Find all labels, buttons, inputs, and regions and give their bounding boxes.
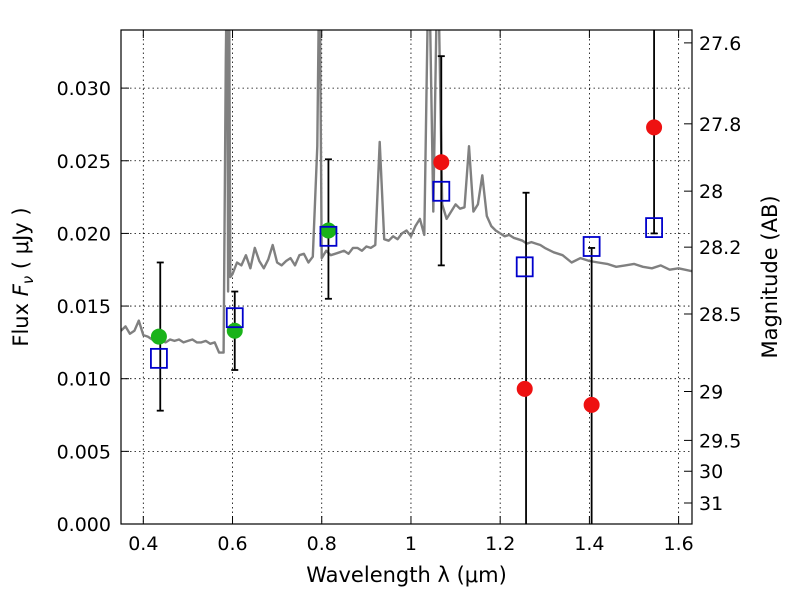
x-tick-label: 0.4 xyxy=(128,533,158,555)
mag-tick-label: 27.6 xyxy=(699,33,741,55)
error-bars xyxy=(156,30,658,524)
y-tick-label: 0.015 xyxy=(57,296,111,318)
x-axis-label: Wavelength λ (μm) xyxy=(306,563,507,587)
green-data-point xyxy=(320,222,337,239)
y-tick-label: 0.025 xyxy=(57,151,111,173)
mag-tick-label: 29 xyxy=(699,381,723,403)
synthetic-photometry-square xyxy=(645,217,663,239)
green-data-point xyxy=(226,322,243,339)
y2-axis-label: Magnitude (AB) xyxy=(758,195,782,358)
mag-tick-label: 29.5 xyxy=(699,430,741,452)
x-tick-label: 0.6 xyxy=(217,533,247,555)
x-tick-label: 1.4 xyxy=(574,533,604,555)
synthetic-photometry-square xyxy=(582,236,601,257)
y-tick-label: 0.000 xyxy=(57,514,111,536)
data-markers xyxy=(150,119,663,413)
synthetic-photometry-square xyxy=(515,256,534,278)
y-tick-label: 0.020 xyxy=(57,223,111,245)
synthetic-photometry-square xyxy=(225,307,244,329)
x-tick-label: 0.8 xyxy=(307,533,337,555)
grid-lines xyxy=(121,30,692,525)
y-tick-label: 0.030 xyxy=(57,78,111,100)
axis-ticks: 0.4 0.6 0.8 1 1.2 1.4 1.6 0.000 0.005 0.010 0.015 0… xyxy=(57,30,741,555)
y-tick-label: 0.010 xyxy=(57,369,111,391)
green-data-point xyxy=(150,328,167,345)
synthetic-photometry-square xyxy=(319,225,338,247)
mag-tick-label: 28.5 xyxy=(699,304,741,326)
red-data-point xyxy=(433,154,450,171)
red-data-point xyxy=(583,396,600,413)
x-tick-label: 1 xyxy=(405,533,417,555)
mag-tick-label: 28 xyxy=(699,181,723,203)
y-tick-label: 0.005 xyxy=(57,441,111,463)
model-spectrum xyxy=(121,30,692,354)
mag-tick-label: 31 xyxy=(699,493,723,515)
red-data-point xyxy=(516,380,533,397)
mag-tick-label: 28.2 xyxy=(699,237,741,259)
model-spectrum-line xyxy=(121,30,692,354)
mag-tick-label: 27.8 xyxy=(699,114,741,136)
synthetic-photometry-square xyxy=(432,180,451,202)
red-data-point xyxy=(646,119,663,136)
x-tick-label: 1.6 xyxy=(664,533,694,555)
synthetic-photometry-square xyxy=(150,347,168,369)
x-tick-label: 1.2 xyxy=(485,533,515,555)
plot-frame xyxy=(120,29,693,525)
mag-tick-label: 30 xyxy=(699,461,723,483)
y-axis-label: Flux Fν ( μJy ) xyxy=(9,207,37,346)
